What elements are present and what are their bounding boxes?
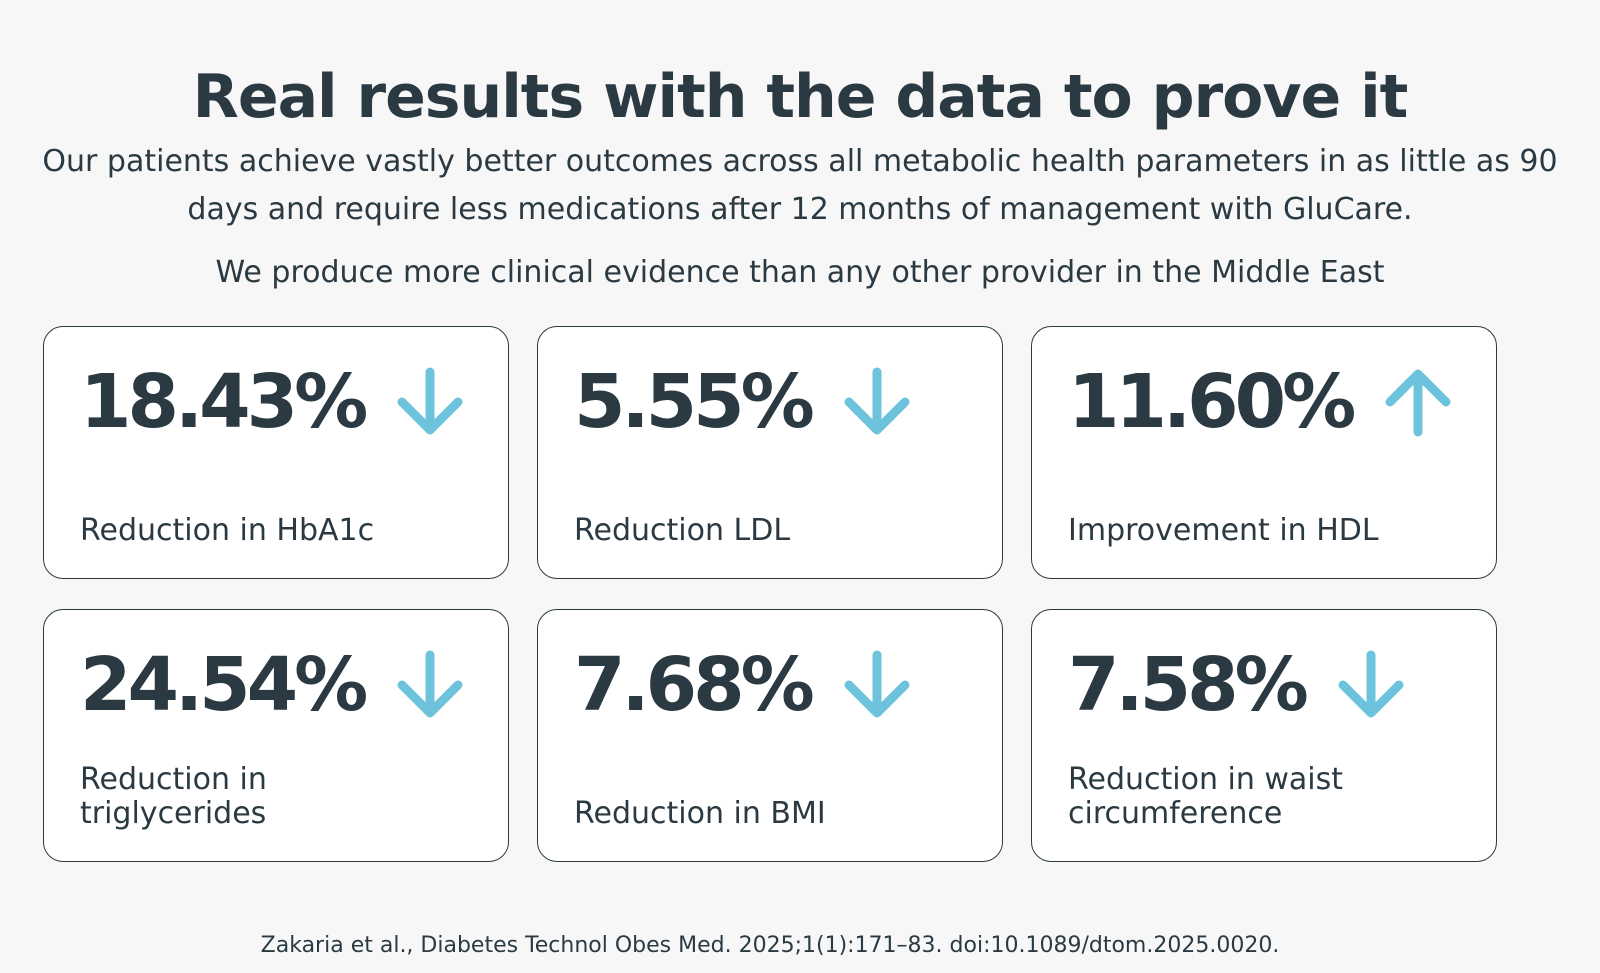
stat-value: 7.68% — [574, 642, 815, 728]
stat-card-ldl: 5.55% Reduction LDL — [537, 326, 1003, 579]
page-title: Real results with the data to prove it — [192, 62, 1409, 133]
arrow-down-icon — [394, 649, 466, 721]
arrow-down-icon — [841, 649, 913, 721]
stat-card-triglycerides: 24.54% Reduction in triglycerides — [43, 609, 509, 862]
stat-value: 18.43% — [80, 359, 368, 445]
arrow-down-icon — [394, 366, 466, 438]
arrow-up-icon — [1382, 366, 1454, 438]
stat-label: Reduction in waist circumference — [1068, 762, 1344, 831]
page-subtitle-evidence: We produce more clinical evidence than a… — [215, 255, 1385, 290]
arrow-down-icon — [1335, 649, 1407, 721]
stat-label: Improvement in HDL — [1068, 513, 1379, 548]
stat-card-waist: 7.58% Reduction in waist circumference — [1031, 609, 1497, 862]
stat-card-hdl: 11.60% Improvement in HDL — [1031, 326, 1497, 579]
stat-label: Reduction LDL — [574, 513, 791, 548]
stat-card-bmi: 7.68% Reduction in BMI — [537, 609, 1003, 862]
stat-label: Reduction in triglycerides — [80, 762, 267, 831]
stat-value: 24.54% — [80, 642, 368, 728]
stat-label: Reduction in BMI — [574, 796, 826, 831]
arrow-down-icon — [841, 366, 913, 438]
page-subtitle: Our patients achieve vastly better outco… — [42, 144, 1558, 227]
stat-card-hba1c: 18.43% Reduction in HbA1c — [43, 326, 509, 579]
citation: Zakaria et al., Diabetes Technol Obes Me… — [260, 933, 1280, 958]
stat-value: 11.60% — [1068, 359, 1356, 445]
stat-label: Reduction in HbA1c — [80, 513, 375, 548]
stat-value: 7.58% — [1068, 642, 1309, 728]
stat-value: 5.55% — [574, 359, 815, 445]
